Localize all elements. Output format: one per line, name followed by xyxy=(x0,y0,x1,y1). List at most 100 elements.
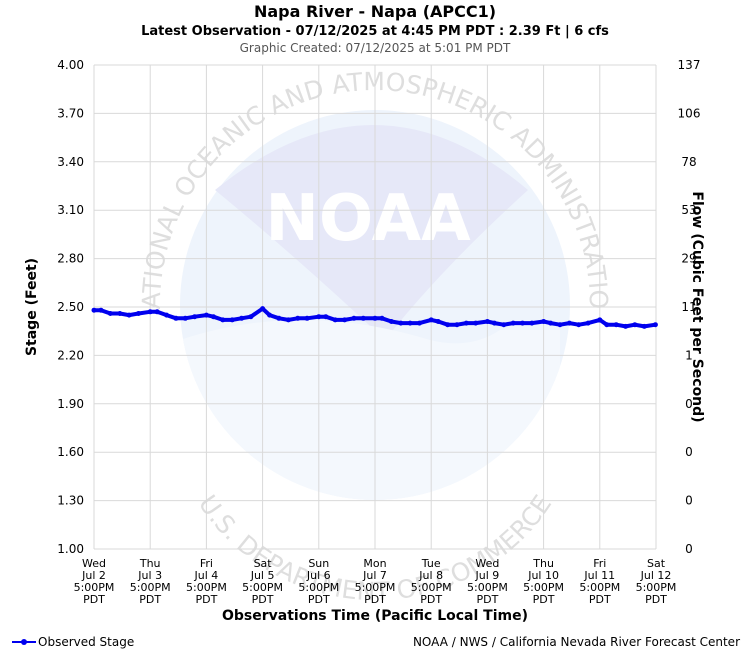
y2-tick-label: 106 xyxy=(678,106,701,120)
y-axis-ticks: 1.00 1.30 1.60 1.90 2.20 2.50 2.80 3.10 3.40 3.70… xyxy=(57,58,84,556)
data-point xyxy=(585,320,591,326)
y-tick-label: 1.90 xyxy=(57,397,84,411)
data-point xyxy=(203,312,209,318)
x-tick-label: Thu Jul 3 5:00PM PDT xyxy=(130,557,171,606)
graphic-created: Graphic Created: 07/12/2025 at 5:01 PM P… xyxy=(240,41,511,55)
y-tick-label: 2.20 xyxy=(57,348,84,362)
source-credit: NOAA / NWS / California Nevada River For… xyxy=(413,635,740,649)
data-point xyxy=(107,311,113,316)
data-point xyxy=(239,315,244,321)
x-tick-label: Sat Jul 5 5:00PM PDT xyxy=(242,557,283,606)
x-tick-label: Wed Jul 2 5:00PM PDT xyxy=(74,557,115,606)
data-point xyxy=(147,309,153,315)
noaa-logo-text: NOAA xyxy=(265,182,471,256)
y-tick-label: 2.50 xyxy=(57,300,84,314)
data-point xyxy=(623,323,629,329)
y-tick-label: 3.10 xyxy=(57,203,84,217)
y-tick-label: 3.40 xyxy=(57,155,84,169)
noaa-gull-shape xyxy=(215,125,528,340)
y-tick-label: 4.00 xyxy=(57,58,84,72)
x-tick-label: Wed Jul 9 5:00PM PDT xyxy=(467,557,508,606)
data-point xyxy=(164,312,170,318)
legend-marker xyxy=(21,639,27,645)
data-point xyxy=(154,309,160,315)
y2-tick-label: 11 xyxy=(681,300,696,314)
x-tick-label: Mon Jul 7 5:00PM PDT xyxy=(355,557,396,606)
x-tick-label: Tue Jul 8 5:00PM PDT xyxy=(411,557,452,606)
data-point xyxy=(136,311,141,316)
data-point xyxy=(117,311,123,316)
data-point xyxy=(604,322,610,328)
x-tick-label: Sat Jul 12 5:00PM PDT xyxy=(636,557,677,606)
legend-observed-stage: Observed Stage xyxy=(38,635,134,649)
data-point xyxy=(557,322,563,328)
y2-tick-label: 0 xyxy=(685,445,693,459)
y2-tick-label: 0 xyxy=(685,494,693,508)
y2-tick-label: 0 xyxy=(685,397,693,411)
y-tick-label: 2.80 xyxy=(57,252,84,266)
data-point xyxy=(316,314,322,320)
observed-stage-series xyxy=(91,306,658,329)
data-point xyxy=(641,323,647,329)
data-point xyxy=(295,315,301,321)
data-point xyxy=(501,322,507,328)
x-axis-label: Observations Time (Pacific Local Time) xyxy=(222,608,528,624)
x-tick-label: Sun Jul 6 5:00PM PDT xyxy=(298,557,339,606)
x-tick-label: Fri Jul 11 5:00PM PDT xyxy=(579,557,620,606)
data-point xyxy=(267,312,273,318)
chart-title: Napa River - Napa (APCC1) xyxy=(254,2,496,21)
data-point xyxy=(173,315,179,321)
y2-tick-label: 137 xyxy=(678,58,701,72)
y-tick-label: 1.60 xyxy=(57,445,84,459)
data-point xyxy=(210,314,216,320)
data-point xyxy=(484,319,490,324)
data-point xyxy=(276,315,282,321)
latest-observation: Latest Observation - 07/12/2025 at 4:45 … xyxy=(141,24,609,39)
data-point xyxy=(566,320,572,326)
y2-tick-label: 29 xyxy=(681,252,696,266)
data-point xyxy=(304,315,310,321)
y2-tick-label: 53 xyxy=(681,203,696,217)
data-point xyxy=(520,320,525,326)
x-tick-label: Fri Jul 4 5:00PM PDT xyxy=(186,557,227,606)
y-tick-label: 1.30 xyxy=(57,494,84,508)
data-point xyxy=(398,320,404,326)
data-point xyxy=(388,319,394,324)
data-point xyxy=(323,314,329,320)
data-point xyxy=(285,317,291,323)
y2-axis-label: Flow (Cubic Feet per Second) xyxy=(689,191,705,422)
data-point xyxy=(360,315,366,321)
y-tick-label: 3.70 xyxy=(57,106,84,120)
data-point xyxy=(491,320,497,326)
data-point xyxy=(260,306,266,312)
y2-tick-label: 0 xyxy=(685,542,693,556)
y2-tick-label: 78 xyxy=(681,155,696,169)
data-point xyxy=(445,322,451,328)
data-point xyxy=(248,314,254,320)
data-point xyxy=(379,315,385,321)
data-point xyxy=(182,315,188,321)
data-point xyxy=(473,320,479,326)
y-tick-label: 1.00 xyxy=(57,542,84,556)
data-point xyxy=(407,320,413,326)
data-point xyxy=(529,320,535,326)
data-point xyxy=(597,317,603,323)
data-point xyxy=(98,307,104,313)
data-point xyxy=(510,320,516,326)
data-point xyxy=(454,322,460,328)
x-tick-label: Thu Jul 10 5:00PM PDT xyxy=(523,557,564,606)
data-point xyxy=(652,322,658,328)
noaa-watermark: NOAA NATIONAL OCEANIC AND ATMOSPHERIC AD… xyxy=(0,0,613,606)
data-point xyxy=(342,317,348,323)
data-point xyxy=(463,320,469,326)
data-point xyxy=(372,315,378,321)
data-point xyxy=(229,317,235,323)
data-point xyxy=(632,322,638,328)
grid-lines xyxy=(93,64,657,550)
data-point xyxy=(435,319,441,324)
data-point xyxy=(613,322,619,328)
data-point xyxy=(541,319,547,324)
noaa-wave-shape xyxy=(180,320,560,500)
